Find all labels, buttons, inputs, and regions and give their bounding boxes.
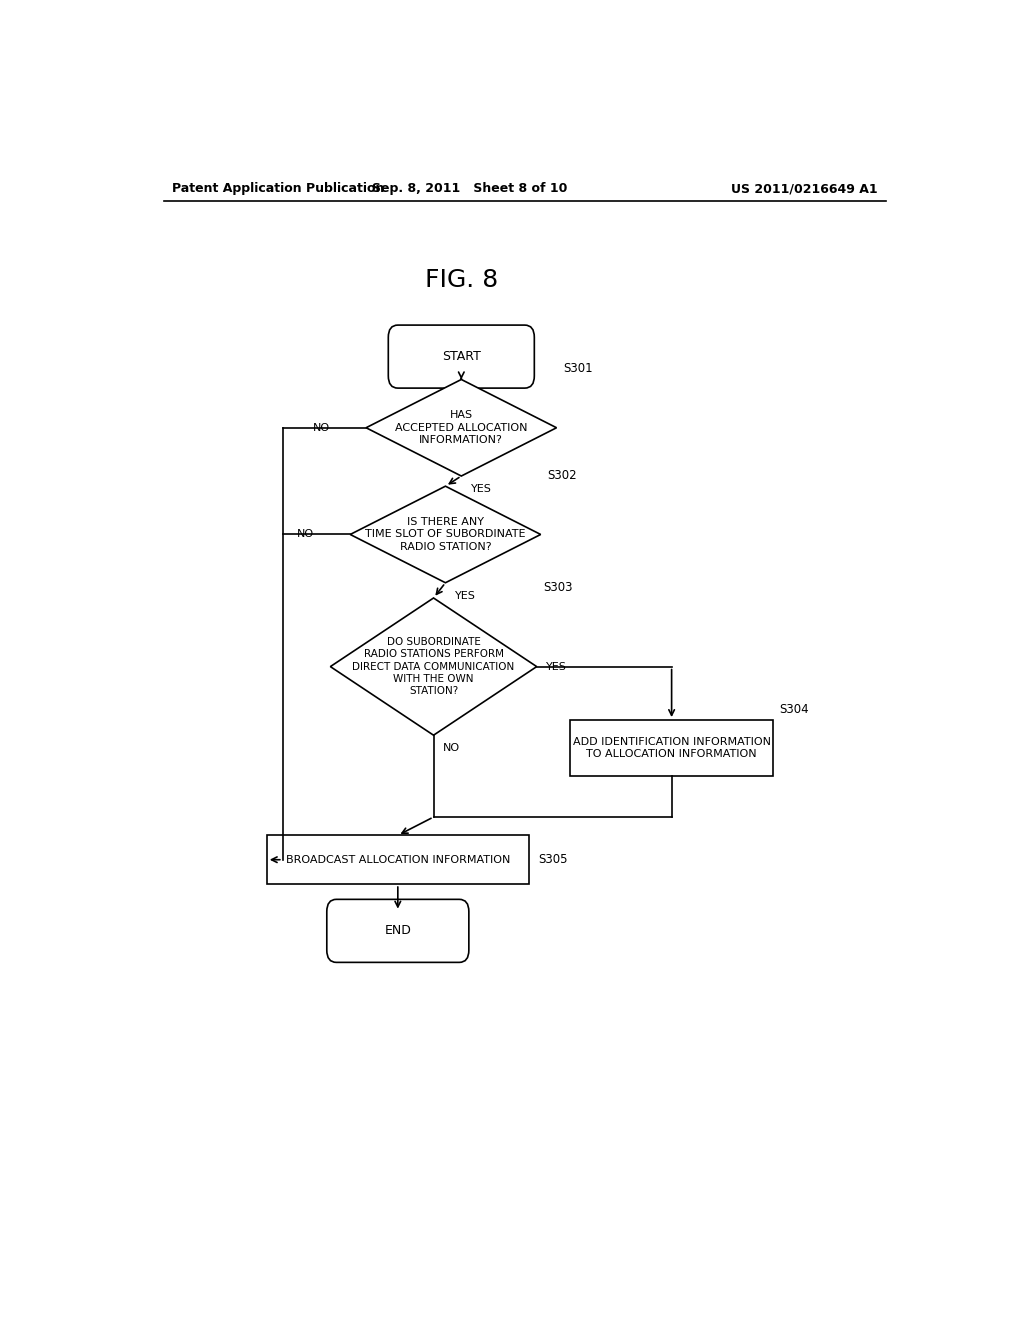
Polygon shape [367, 379, 557, 477]
Text: END: END [384, 924, 412, 937]
FancyBboxPatch shape [327, 899, 469, 962]
Text: S302: S302 [547, 469, 577, 482]
Text: Sep. 8, 2011   Sheet 8 of 10: Sep. 8, 2011 Sheet 8 of 10 [372, 182, 567, 195]
Text: NO: NO [313, 422, 331, 433]
Text: YES: YES [455, 591, 476, 601]
Bar [570, 719, 773, 776]
Text: BROADCAST ALLOCATION INFORMATION: BROADCAST ALLOCATION INFORMATION [286, 855, 510, 865]
Text: Patent Application Publication: Patent Application Publication [172, 182, 384, 195]
Text: NO: NO [443, 743, 460, 754]
Text: US 2011/0216649 A1: US 2011/0216649 A1 [731, 182, 878, 195]
Text: DO SUBORDINATE
RADIO STATIONS PERFORM
DIRECT DATA COMMUNICATION
WITH THE OWN
STA: DO SUBORDINATE RADIO STATIONS PERFORM DI… [352, 636, 515, 697]
Text: NO: NO [297, 529, 314, 540]
Bar [267, 836, 528, 884]
Polygon shape [350, 486, 541, 582]
Text: S301: S301 [563, 363, 593, 375]
Text: START: START [442, 350, 480, 363]
Text: S303: S303 [543, 581, 572, 594]
Text: IS THERE ANY
TIME SLOT OF SUBORDINATE
RADIO STATION?: IS THERE ANY TIME SLOT OF SUBORDINATE RA… [366, 517, 525, 552]
FancyBboxPatch shape [388, 325, 535, 388]
Text: FIG. 8: FIG. 8 [425, 268, 498, 292]
Text: YES: YES [471, 484, 492, 494]
Text: ADD IDENTIFICATION INFORMATION
TO ALLOCATION INFORMATION: ADD IDENTIFICATION INFORMATION TO ALLOCA… [572, 737, 771, 759]
Text: S304: S304 [779, 702, 809, 715]
Text: YES: YES [546, 661, 567, 672]
Text: HAS
ACCEPTED ALLOCATION
INFORMATION?: HAS ACCEPTED ALLOCATION INFORMATION? [395, 411, 527, 445]
Polygon shape [331, 598, 537, 735]
Text: S305: S305 [539, 853, 567, 866]
